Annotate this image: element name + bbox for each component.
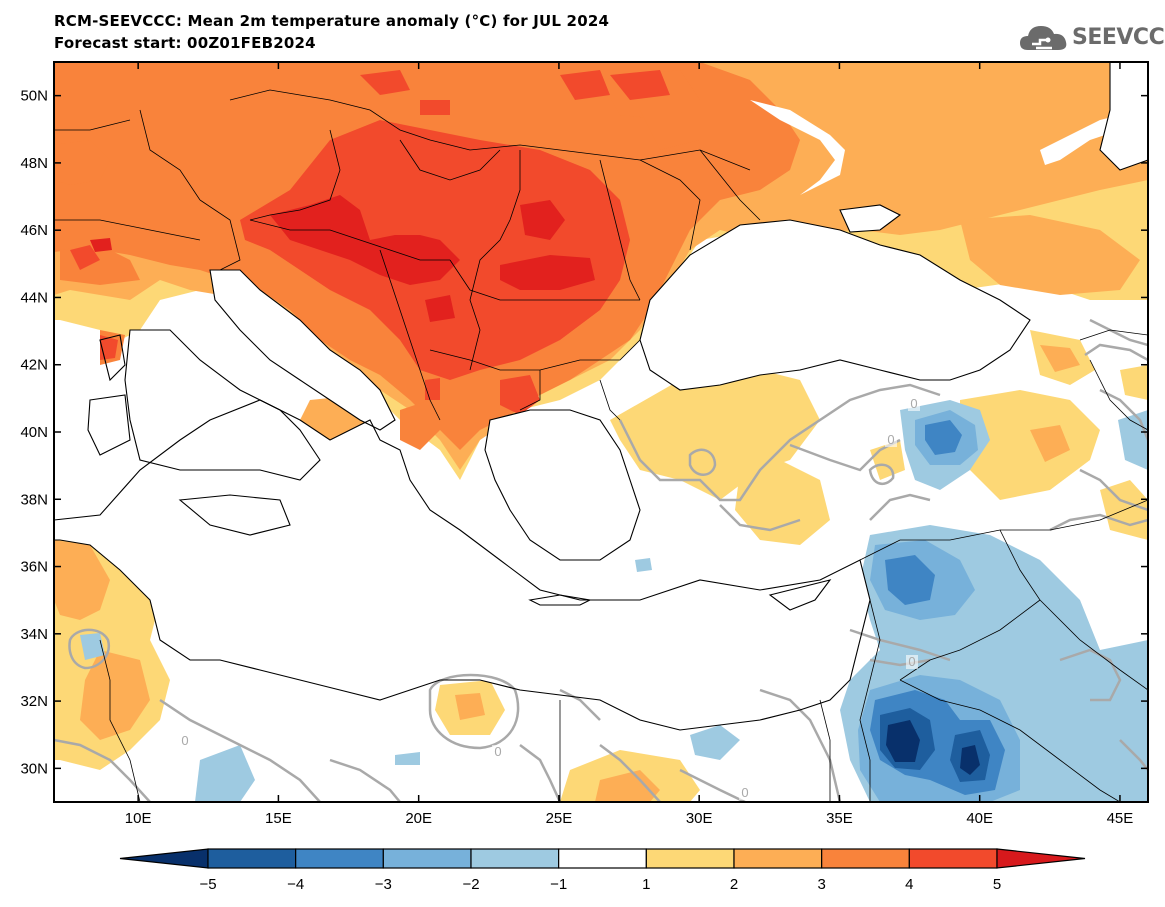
colorbar-segment — [821, 848, 910, 869]
colorbar-segment — [207, 848, 297, 869]
coastlines — [54, 62, 1148, 731]
contour-label-bg — [492, 745, 504, 759]
colorbar-level-label: 4 — [905, 876, 913, 893]
country-borders — [54, 89, 1148, 802]
lon-tick-label: 20E — [405, 810, 432, 827]
contour-label-bg — [179, 734, 191, 748]
lon-tick-label: 15E — [265, 810, 292, 827]
lon-tick-label: 25E — [546, 810, 573, 827]
colorbar-segment — [733, 848, 823, 869]
colorbar-segment — [645, 848, 735, 869]
colorbar-level-label: 1 — [642, 876, 650, 893]
lon-tick-label: 35E — [826, 810, 853, 827]
contour-label-bg — [885, 433, 897, 447]
lat-tick-label: 32N — [20, 693, 48, 710]
lon-tick-label: 45E — [1107, 810, 1134, 827]
colorbar-segment — [558, 848, 647, 869]
colorbar-level-label: 5 — [993, 876, 1001, 893]
warm-anomaly-5-plus — [90, 195, 595, 322]
cloud-logo-icon — [1020, 26, 1067, 50]
logo-text: SEEVCCC — [1072, 25, 1165, 50]
forecast-start-label: Forecast start: 00Z01FEB2024 — [54, 34, 316, 52]
lat-tick-label: 36N — [20, 559, 48, 576]
lon-tick-label: 10E — [125, 810, 152, 827]
zero-contour-label: 0 — [741, 785, 748, 800]
lat-tick-label: 50N — [20, 88, 48, 105]
sea-areas — [54, 62, 1148, 730]
colorbar-max-triangle — [996, 848, 1086, 869]
lat-tick-label: 44N — [20, 289, 48, 306]
zero-contour-label: 0 — [181, 733, 188, 748]
lon-tick-label: 40E — [966, 810, 993, 827]
zero-contours — [54, 318, 1148, 802]
colorbar-segment — [470, 848, 560, 869]
zero-contour-label: 0 — [910, 396, 917, 411]
colorbar-min-triangle — [119, 848, 209, 869]
colorbar-level-label: −1 — [550, 876, 567, 893]
colorbar-level-label: −5 — [199, 876, 216, 893]
map-title: RCM-SEEVCCC: Mean 2m temperature anomaly… — [54, 12, 610, 30]
colorbar-level-label: −4 — [287, 876, 304, 893]
contour-label-bg — [908, 397, 920, 411]
anomaly-field — [54, 62, 1148, 802]
colorbar-level-label: 3 — [817, 876, 825, 893]
colorbar-level-label: −3 — [375, 876, 392, 893]
cold-anomaly-m5-minus — [886, 720, 980, 775]
contour-label-bg — [739, 786, 751, 800]
colorbar-level-label: −2 — [462, 876, 479, 893]
zero-contour-label: 0 — [494, 744, 501, 759]
lat-tick-label: 46N — [20, 222, 48, 239]
seevccc-logo: SEEVCCC — [1018, 20, 1165, 56]
lon-tick-label: 30E — [686, 810, 713, 827]
colorbar-segment — [295, 848, 384, 869]
lat-tick-label: 34N — [20, 626, 48, 643]
colorbar-level-label: 2 — [730, 876, 738, 893]
lat-tick-label: 30N — [20, 760, 48, 777]
lat-tick-label: 48N — [20, 155, 48, 172]
colorbar-segment — [382, 848, 472, 869]
contour-label-bg — [906, 655, 918, 669]
latitude-axis: 50N 48N 46N 44N 42N 40N 38N 36N 34N 32N 30N — [20, 88, 1148, 777]
zero-contour-label: 0 — [887, 432, 894, 447]
longitude-axis: 10E 15E 20E 25E 30E 35E 40E 45E 0 0 0 0 0 0 — [125, 62, 1133, 827]
zero-contour-label: 0 — [908, 654, 915, 669]
lat-tick-label: 40N — [20, 424, 48, 441]
lat-tick-label: 42N — [20, 357, 48, 374]
colorbar-segment — [908, 848, 998, 869]
lat-tick-label: 38N — [20, 491, 48, 508]
